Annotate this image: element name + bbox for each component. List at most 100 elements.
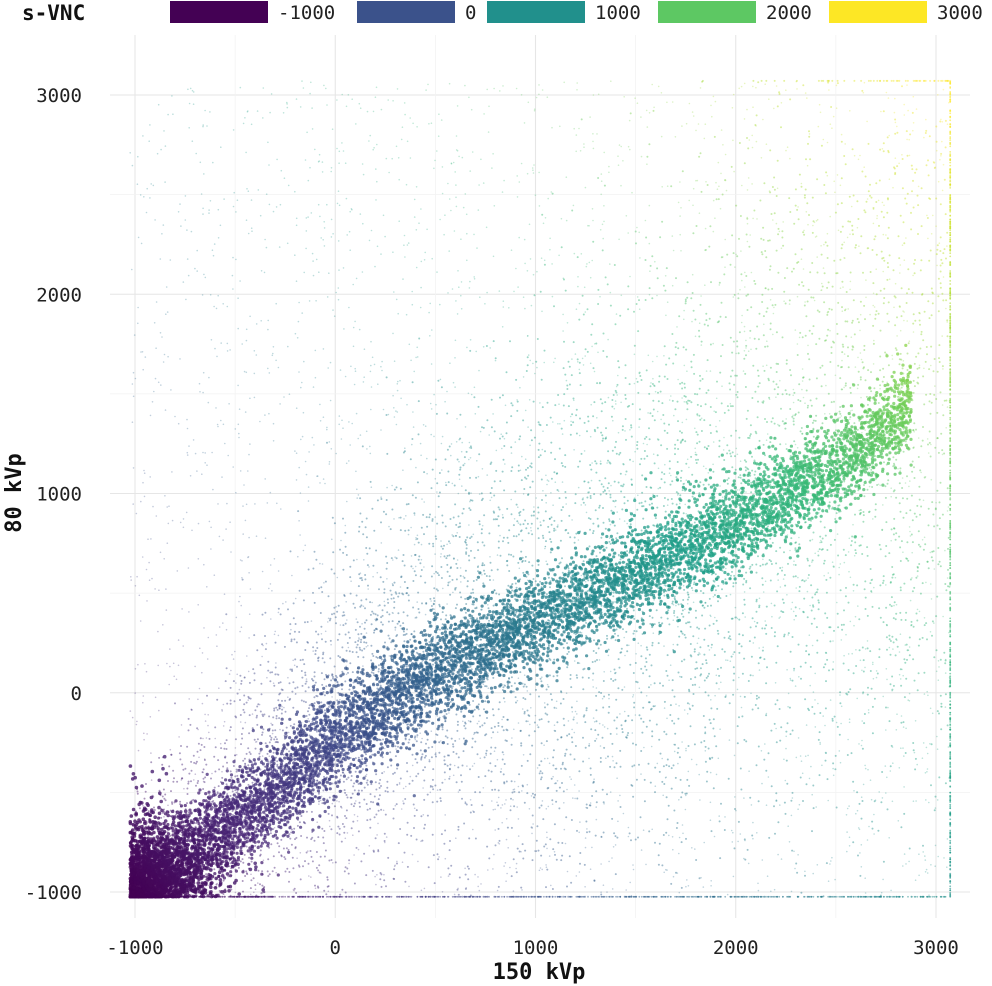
data-point (709, 485, 714, 489)
data-point (774, 447, 778, 451)
data-point (339, 764, 344, 768)
data-point (695, 569, 699, 573)
data-point (899, 443, 904, 447)
data-point (380, 709, 384, 713)
data-point (863, 460, 867, 464)
data-point (698, 519, 702, 523)
data-point (626, 615, 631, 619)
data-point (540, 684, 544, 688)
data-point (475, 705, 479, 709)
grid-lines (110, 35, 970, 918)
data-point (336, 769, 341, 773)
data-point (339, 674, 343, 678)
data-point (384, 737, 389, 742)
data-point (235, 845, 239, 850)
data-point (833, 507, 837, 511)
data-point (879, 461, 883, 465)
data-point (694, 551, 699, 556)
data-point (322, 686, 326, 691)
data-point (312, 688, 316, 692)
data-point (738, 503, 742, 507)
data-point (478, 691, 482, 695)
data-point (789, 444, 794, 448)
data-point (232, 793, 236, 797)
data-point (872, 492, 876, 497)
legend-label: -1000 (278, 2, 335, 24)
data-point (732, 558, 736, 563)
data-point (601, 532, 605, 536)
data-point (668, 551, 672, 555)
data-point (315, 782, 319, 786)
data-point (663, 568, 667, 572)
data-point (792, 458, 796, 462)
data-point (390, 654, 394, 658)
data-point (408, 664, 412, 668)
data-point (833, 500, 837, 504)
data-point (681, 520, 685, 524)
data-point (531, 655, 535, 659)
data-point (544, 581, 548, 585)
data-point (351, 713, 355, 717)
data-point (626, 577, 631, 581)
data-point (495, 650, 499, 654)
data-point (843, 444, 847, 448)
data-point (724, 562, 728, 566)
data-point (754, 541, 758, 545)
data-point (380, 762, 384, 766)
data-point (317, 825, 321, 829)
data-point (695, 503, 699, 508)
data-point (398, 699, 402, 703)
data-point (481, 677, 486, 681)
data-point (432, 618, 436, 622)
data-point (733, 493, 738, 497)
data-point (573, 546, 578, 550)
data-point (521, 659, 525, 664)
data-point (575, 636, 579, 640)
data-point (703, 487, 707, 491)
data-point (448, 626, 453, 630)
data-point (805, 455, 809, 459)
data-point (501, 630, 505, 634)
data-point (415, 697, 420, 702)
data-point (474, 597, 478, 602)
data-point (629, 533, 634, 537)
data-point (490, 648, 494, 652)
data-point (434, 712, 439, 716)
data-point (319, 718, 323, 722)
data-point (449, 669, 453, 673)
data-point (663, 550, 667, 554)
data-point (680, 528, 684, 532)
data-point (683, 567, 687, 572)
data-point (362, 635, 366, 639)
data-point (225, 850, 229, 854)
data-point (631, 529, 635, 533)
data-point (439, 681, 443, 685)
data-point (478, 644, 482, 648)
data-point (904, 343, 908, 347)
data-point (479, 595, 484, 599)
data-point (611, 635, 615, 639)
data-point (684, 535, 688, 539)
data-point (647, 584, 651, 589)
data-point (708, 559, 713, 563)
data-point (202, 799, 206, 803)
data-point (905, 378, 910, 382)
data-point (812, 508, 816, 512)
data-point (713, 561, 717, 565)
data-point (441, 635, 445, 640)
data-point (466, 700, 470, 705)
data-point (882, 408, 887, 412)
data-point (692, 551, 696, 555)
data-point (778, 494, 782, 498)
data-point (274, 829, 278, 834)
data-point (563, 566, 568, 570)
data-point (401, 742, 405, 746)
data-point (291, 806, 295, 810)
data-point (637, 607, 642, 612)
data-point (490, 590, 495, 594)
data-point (878, 449, 882, 453)
data-point (318, 742, 322, 747)
data-point (213, 872, 217, 876)
data-point (536, 559, 540, 563)
